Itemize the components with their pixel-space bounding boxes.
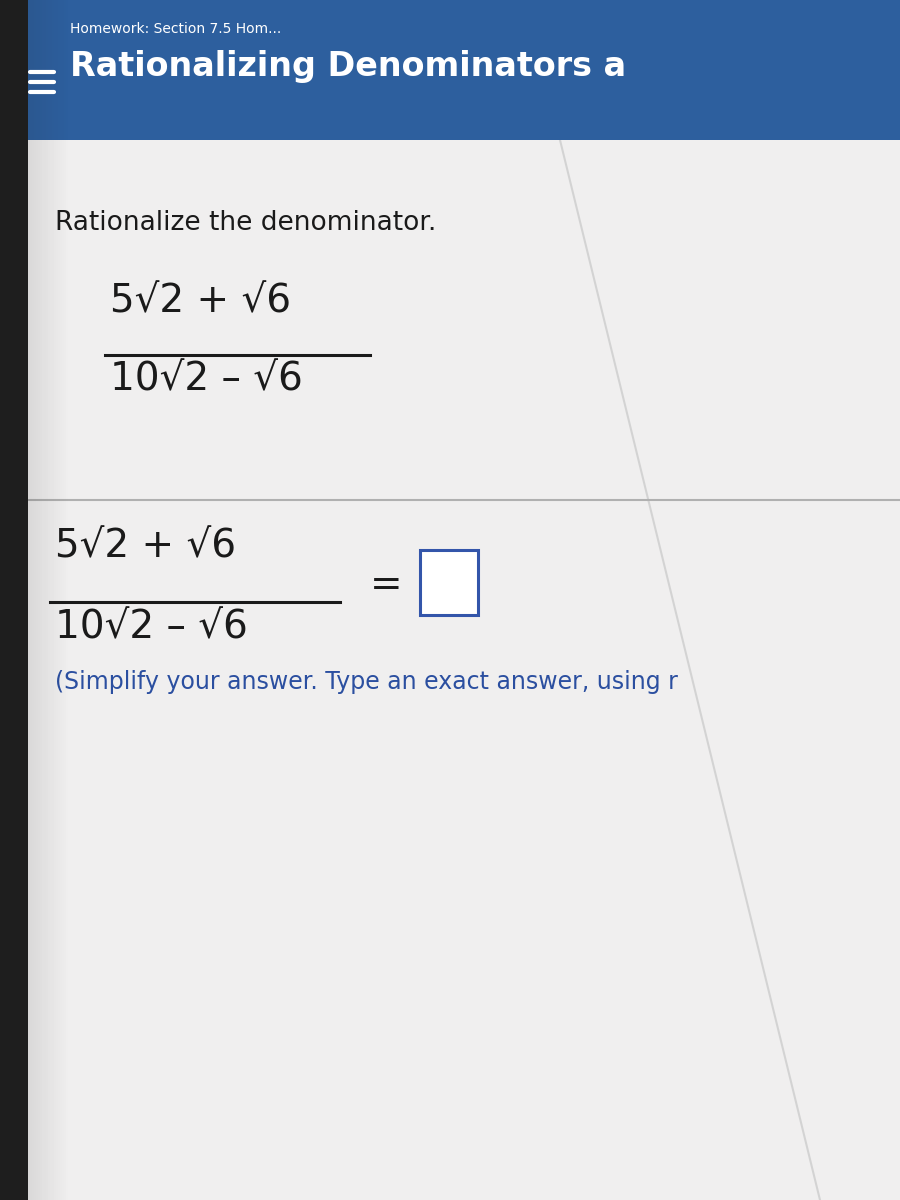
Bar bbox=[50, 0, 52, 1200]
Bar bbox=[60, 0, 62, 1200]
Bar bbox=[30, 0, 32, 1200]
Text: 5√2 + √6: 5√2 + √6 bbox=[110, 282, 291, 320]
Bar bbox=[36, 0, 38, 1200]
Text: 5√2 + √6: 5√2 + √6 bbox=[55, 527, 236, 565]
Text: =: = bbox=[370, 566, 402, 604]
Text: Rationalize the denominator.: Rationalize the denominator. bbox=[55, 210, 436, 236]
Bar bbox=[56, 0, 58, 1200]
Bar bbox=[32, 0, 34, 1200]
Bar bbox=[0, 0, 28, 1200]
Bar bbox=[48, 0, 50, 1200]
Bar bbox=[0, 0, 900, 140]
Bar bbox=[52, 0, 54, 1200]
Bar bbox=[28, 0, 30, 1200]
Bar bbox=[66, 0, 68, 1200]
Bar bbox=[40, 0, 42, 1200]
Text: Homework: Section 7.5 Hom...: Homework: Section 7.5 Hom... bbox=[70, 22, 281, 36]
Bar bbox=[64, 0, 66, 1200]
Bar bbox=[62, 0, 64, 1200]
Text: 10√2 – √6: 10√2 – √6 bbox=[55, 608, 248, 646]
Text: 10√2 – √6: 10√2 – √6 bbox=[110, 360, 303, 398]
Text: (Simplify your answer. Type an exact answer, using r: (Simplify your answer. Type an exact ans… bbox=[55, 670, 678, 694]
Bar bbox=[54, 0, 56, 1200]
Bar bbox=[34, 0, 36, 1200]
FancyBboxPatch shape bbox=[420, 550, 478, 614]
Bar bbox=[46, 0, 48, 1200]
Bar bbox=[42, 0, 44, 1200]
Bar bbox=[58, 0, 60, 1200]
Bar bbox=[38, 0, 40, 1200]
Bar bbox=[44, 0, 46, 1200]
Text: Rationalizing Denominators a: Rationalizing Denominators a bbox=[70, 50, 626, 83]
